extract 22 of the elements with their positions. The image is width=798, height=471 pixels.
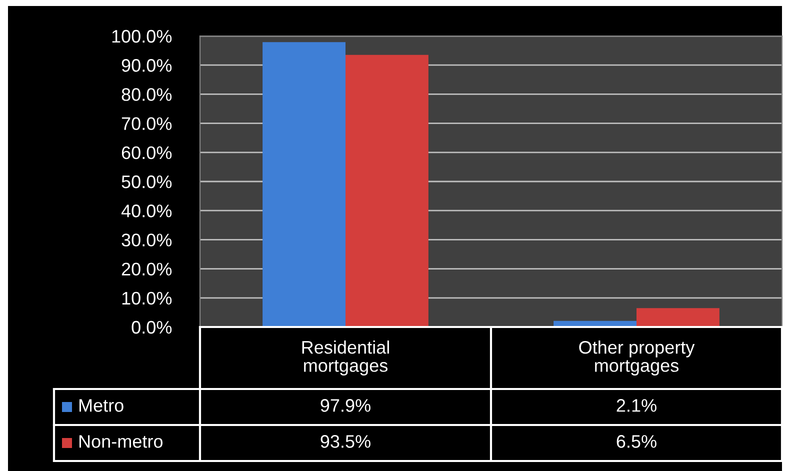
legend-label: Metro [79, 399, 124, 412]
data-label: 93.5% [320, 435, 370, 448]
y-tick-label: 30.0% [122, 234, 172, 246]
bar [262, 42, 346, 327]
y-tick-label: 40.0% [121, 204, 172, 218]
x-tick-label: Residential mortgages [302, 340, 389, 376]
x-tick-label: Other property mortgages [579, 340, 695, 376]
y-tick-label: 70.0% [122, 117, 172, 130]
y-tick-label: 90.0% [122, 59, 172, 72]
y-tick-label: 100.0% [112, 30, 172, 43]
y-tick-label: 0.0% [132, 320, 172, 334]
y-tick-label: 60.0% [122, 146, 172, 160]
bar [346, 54, 428, 327]
data-label: 2.1% [616, 399, 656, 412]
legend-label: Non-metro [79, 435, 163, 448]
bar [636, 308, 720, 327]
data-label: 97.9% [320, 399, 370, 412]
y-tick-label: 50.0% [122, 175, 172, 188]
y-tick-label: 20.0% [122, 262, 172, 276]
y-tick-label: 10.0% [122, 292, 172, 305]
y-tick-label: 80.0% [122, 88, 172, 101]
data-label: 6.5% [616, 435, 656, 448]
